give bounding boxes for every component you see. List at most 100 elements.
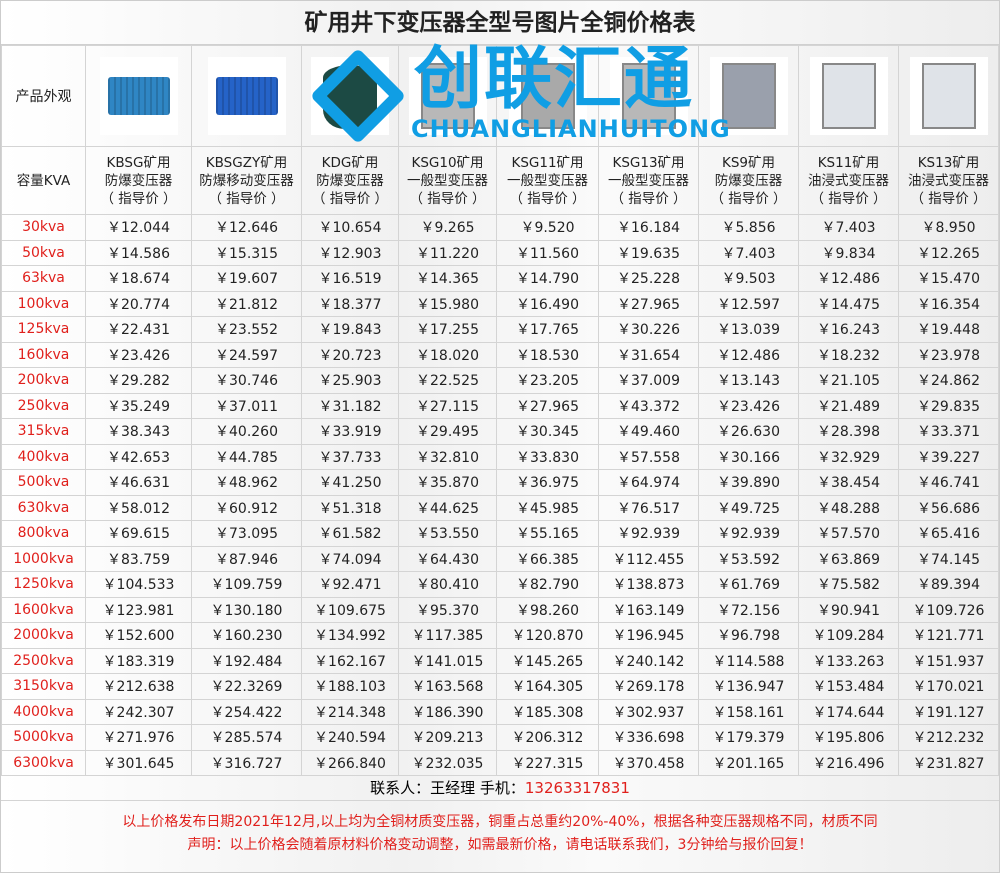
price-cell: ￥23.205 <box>496 367 599 394</box>
price-cell: ￥72.156 <box>698 596 799 623</box>
price-cell: ￥25.228 <box>598 265 699 292</box>
table-row: 1000kva ￥83.759 ￥87.946 ￥74.094 ￥64.430 ￥66.3… <box>1 545 999 572</box>
product-name: KDG矿用 <box>321 154 379 171</box>
price-cell: ￥152.600 <box>85 622 192 649</box>
price-cell: ￥231.827 <box>898 749 999 776</box>
capacity-cell: 100kva <box>1 290 86 317</box>
product-image <box>609 57 688 135</box>
product-type: 一般型变压器 <box>608 172 689 189</box>
product-type: 防爆变压器 <box>714 172 783 189</box>
price-cell: ￥22.525 <box>398 367 497 394</box>
product-image-cell <box>898 45 999 147</box>
product-type: 防爆移动变压器 <box>199 172 294 189</box>
price-cell: ￥17.255 <box>398 316 497 343</box>
product-name: KSG11矿用 <box>511 154 584 171</box>
capacity-cell: 315kva <box>1 418 86 445</box>
price-cell: ￥266.840 <box>301 749 399 776</box>
contact-label: 联系人：王经理 手机： <box>370 779 525 797</box>
product-image <box>508 57 587 135</box>
price-cell: ￥188.103 <box>301 673 399 700</box>
price-cell: ￥30.746 <box>191 367 302 394</box>
price-cell: ￥23.426 <box>698 392 799 419</box>
price-cell: ￥38.343 <box>85 418 192 445</box>
price-cell: ￥19.843 <box>301 316 399 343</box>
product-type: 油浸式变压器 <box>808 172 889 189</box>
price-cell: ￥37.011 <box>191 392 302 419</box>
price-cell: ￥179.379 <box>698 724 799 751</box>
product-image <box>207 57 286 135</box>
price-cell: ￥186.390 <box>398 698 497 725</box>
price-cell: ￥11.220 <box>398 239 497 266</box>
price-cell: ￥49.725 <box>698 494 799 521</box>
price-cell: ￥19.607 <box>191 265 302 292</box>
price-cell: ￥39.890 <box>698 469 799 496</box>
price-cell: ￥120.870 <box>496 622 599 649</box>
price-cell: ￥37.733 <box>301 443 399 470</box>
price-cell: ￥55.165 <box>496 520 599 547</box>
notes: 以上价格发布日期2021年12月,以上均为全铜材质变压器，铜重占总重约20%-4… <box>1 801 999 857</box>
contact-line: 联系人：王经理 手机：13263317831 <box>1 776 999 801</box>
price-cell: ￥36.975 <box>496 469 599 496</box>
table-row: 400kva ￥42.653 ￥44.785 ￥37.733 ￥32.810 ￥33.83… <box>1 443 999 470</box>
product-image-cell <box>598 45 699 147</box>
capacity-cell: 125kva <box>1 316 86 343</box>
price-cell: ￥209.213 <box>398 724 497 751</box>
price-cell: ￥75.582 <box>798 571 899 598</box>
price-cell: ￥66.385 <box>496 545 599 572</box>
price-cell: ￥49.460 <box>598 418 699 445</box>
price-cell: ￥104.533 <box>85 571 192 598</box>
price-cell: ￥22.3269 <box>191 673 302 700</box>
price-cell: ￥163.568 <box>398 673 497 700</box>
price-cell: ￥9.520 <box>496 214 599 241</box>
price-cell: ￥28.398 <box>798 418 899 445</box>
price-cell: ￥9.834 <box>798 239 899 266</box>
product-image-cell <box>496 45 599 147</box>
contact-phone[interactable]: 13263317831 <box>524 779 630 797</box>
table-row: 2500kva ￥183.319 ￥192.484 ￥162.167 ￥141.015 ￥… <box>1 647 999 674</box>
price-cell: ￥191.127 <box>898 698 999 725</box>
price-cell: ￥170.021 <box>898 673 999 700</box>
price-cell: ￥33.371 <box>898 418 999 445</box>
product-note: （ 指导价 ） <box>509 190 586 207</box>
price-cell: ￥13.143 <box>698 367 799 394</box>
product-header: KBSG矿用 防爆变压器（ 指导价 ） <box>85 146 192 215</box>
price-cell: ￥7.403 <box>798 214 899 241</box>
price-cell: ￥153.484 <box>798 673 899 700</box>
product-note: （ 指导价 ） <box>208 190 285 207</box>
price-cell: ￥57.558 <box>598 443 699 470</box>
table-row: 4000kva ￥242.307 ￥254.422 ￥214.348 ￥186.390 ￥… <box>1 698 999 725</box>
price-cell: ￥16.354 <box>898 290 999 317</box>
capacity-cell: 250kva <box>1 392 86 419</box>
price-cell: ￥336.698 <box>598 724 699 751</box>
price-cell: ￥69.615 <box>85 520 192 547</box>
price-cell: ￥10.654 <box>301 214 399 241</box>
price-cell: ￥301.645 <box>85 749 192 776</box>
table-row: 500kva ￥46.631 ￥48.962 ￥41.250 ￥35.870 ￥36.97… <box>1 469 999 496</box>
price-cell: ￥7.403 <box>698 239 799 266</box>
note-line: 声明：以上价格会随着原材料价格变动调整，如需最新价格，请电话联系我们，3分钟给与… <box>187 837 813 853</box>
table-row: 100kva ￥20.774 ￥21.812 ￥18.377 ￥15.980 ￥16.49… <box>1 290 999 317</box>
table-row: 160kva ￥23.426 ￥24.597 ￥20.723 ￥18.020 ￥18.53… <box>1 341 999 368</box>
price-cell: ￥12.486 <box>698 341 799 368</box>
price-cell: ￥26.630 <box>698 418 799 445</box>
product-name: KS11矿用 <box>817 154 880 171</box>
price-cell: ￥206.312 <box>496 724 599 751</box>
product-header: KSG10矿用 一般型变压器（ 指导价 ） <box>398 146 497 215</box>
price-cell: ￥12.044 <box>85 214 192 241</box>
product-header: KS9矿用 防爆变压器（ 指导价 ） <box>698 146 799 215</box>
price-cell: ￥17.765 <box>496 316 599 343</box>
price-cell: ￥121.771 <box>898 622 999 649</box>
capacity-cell: 500kva <box>1 469 86 496</box>
product-name: KBSG矿用 <box>106 154 171 171</box>
price-cell: ￥65.416 <box>898 520 999 547</box>
price-cell: ￥269.178 <box>598 673 699 700</box>
product-type: 防爆变压器 <box>316 172 384 189</box>
capacity-cell: 200kva <box>1 367 86 394</box>
price-cell: ￥174.644 <box>798 698 899 725</box>
price-cell: ￥18.377 <box>301 290 399 317</box>
capacity-cell: 1600kva <box>1 596 86 623</box>
product-image-cell <box>798 45 899 147</box>
price-cell: ￥44.625 <box>398 494 497 521</box>
table-row: 800kva ￥69.615 ￥73.095 ￥61.582 ￥53.550 ￥55.16… <box>1 520 999 547</box>
price-cell: ￥114.588 <box>698 647 799 674</box>
